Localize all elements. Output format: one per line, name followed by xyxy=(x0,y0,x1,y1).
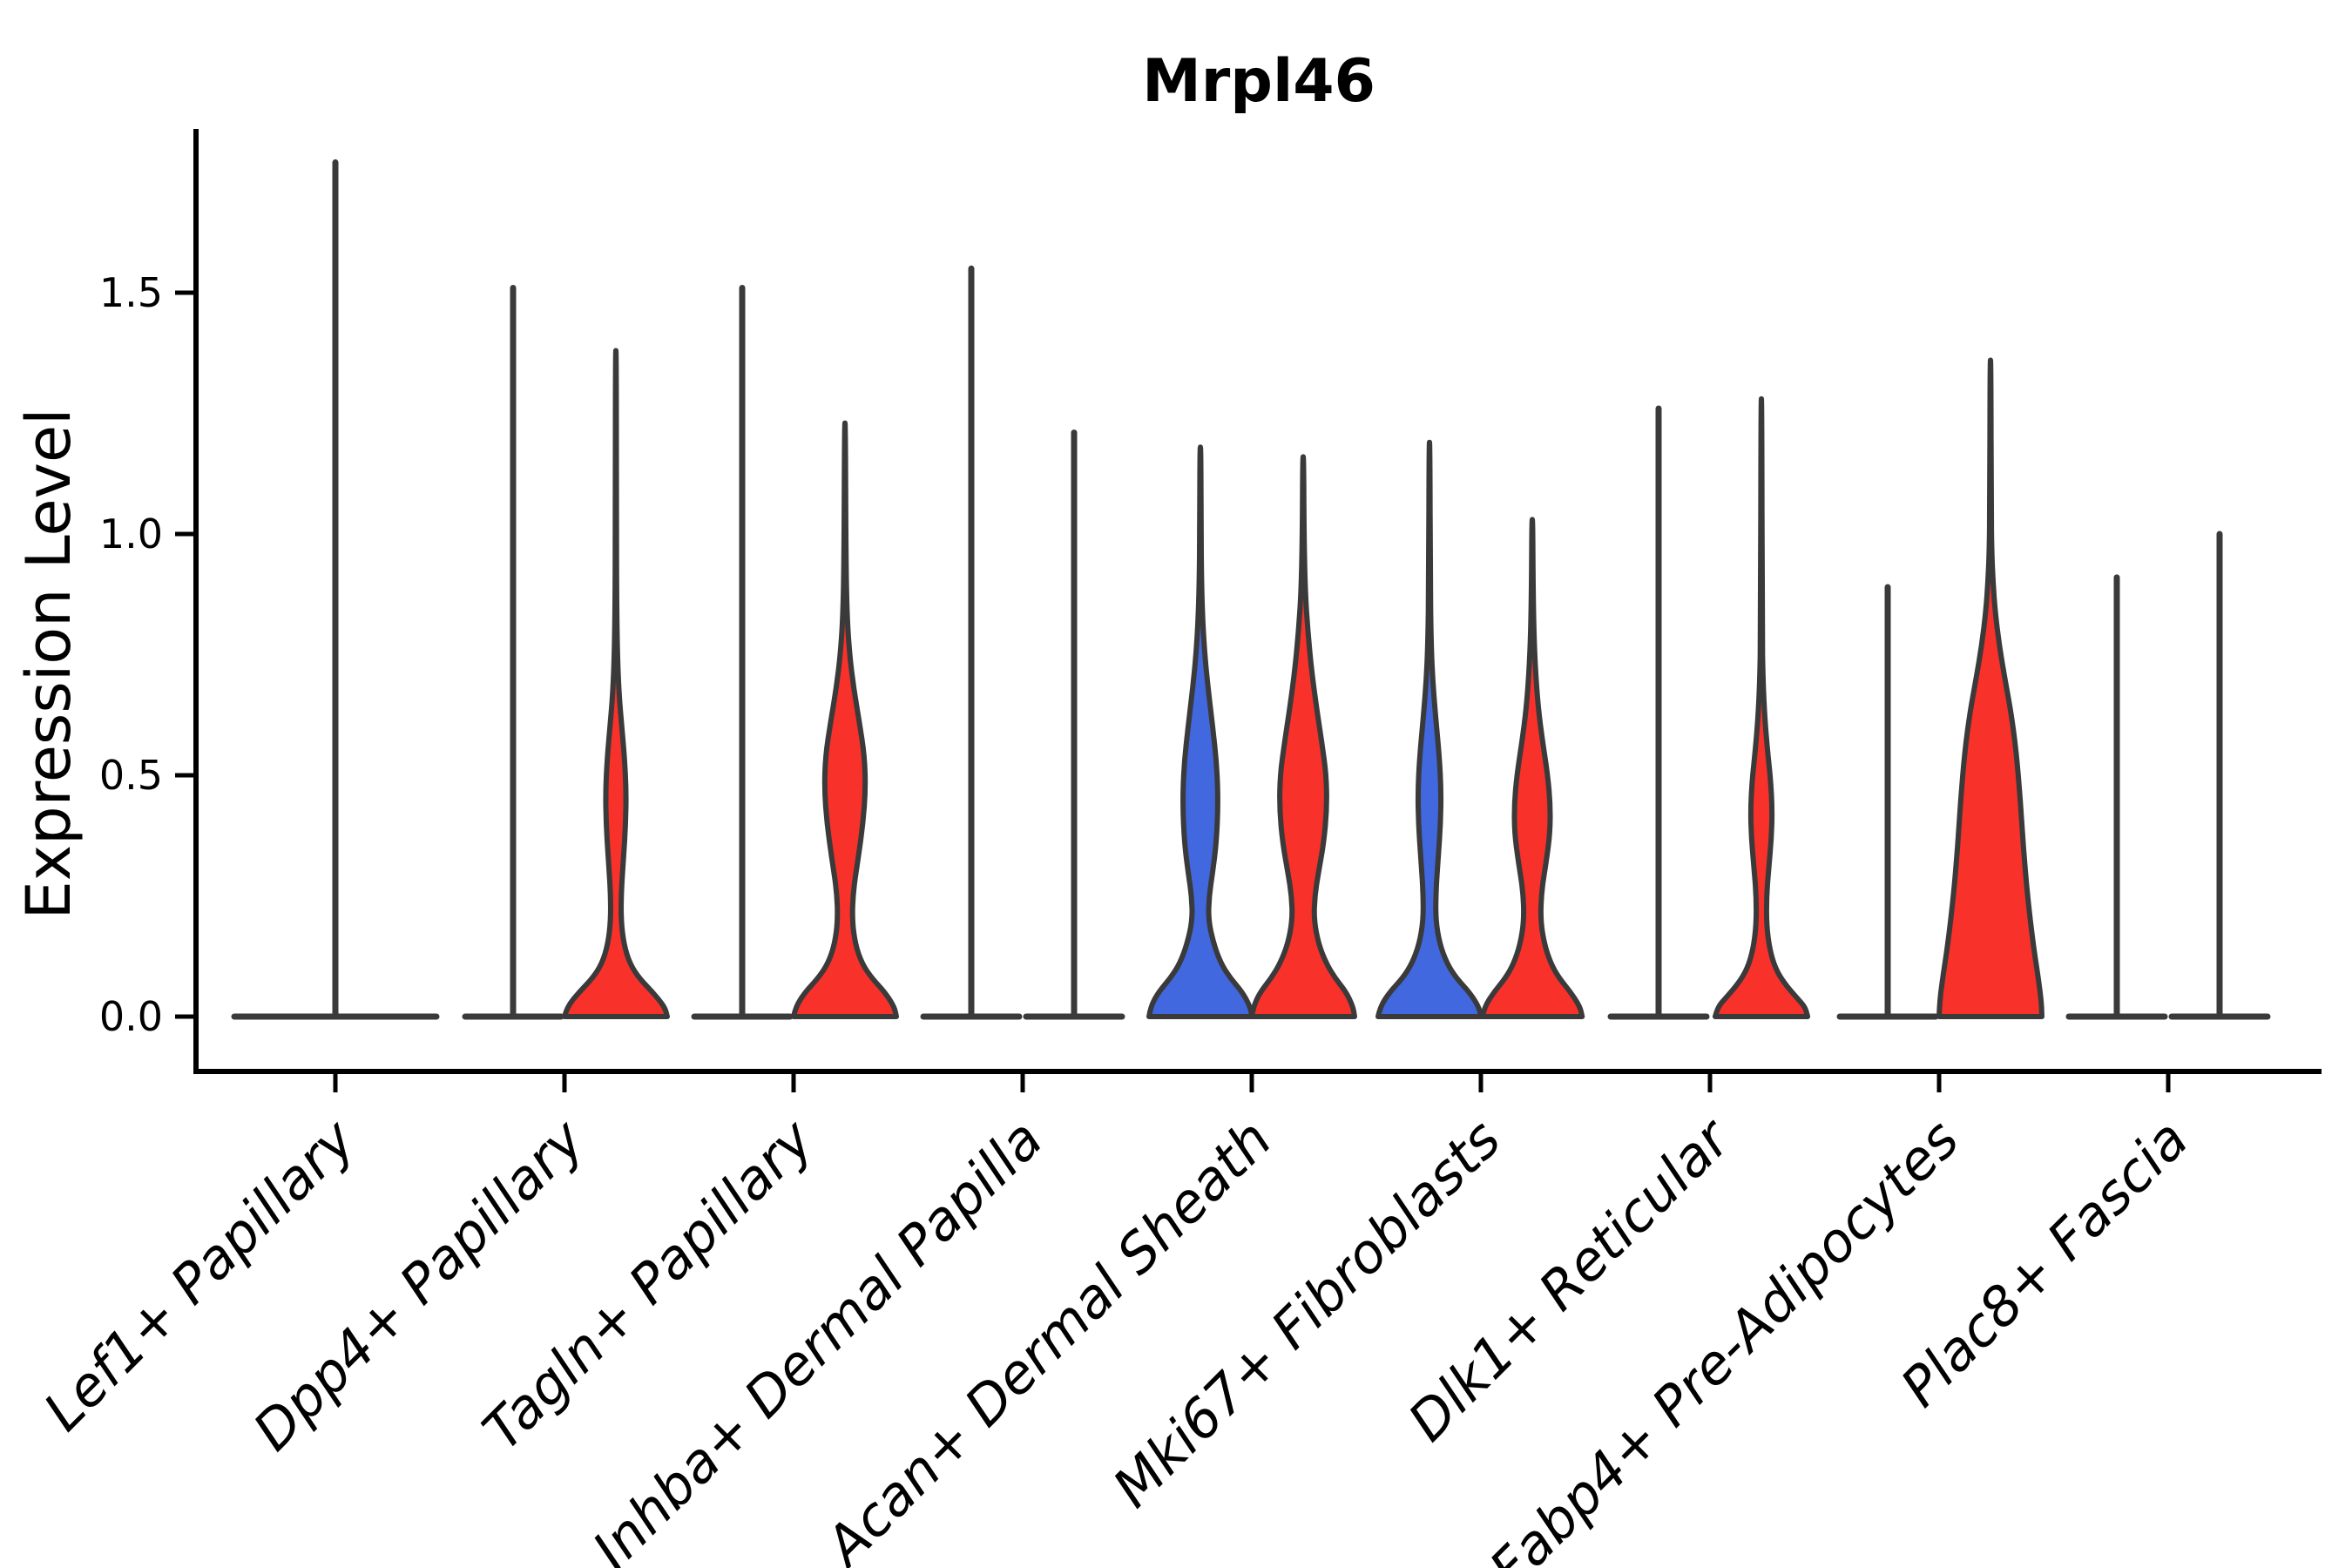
violin xyxy=(791,420,899,1019)
y-axis-label: Expression Level xyxy=(13,408,84,919)
violin xyxy=(1479,517,1585,1019)
y-tick-label: 0.5 xyxy=(99,752,163,799)
violin xyxy=(1712,395,1811,1019)
x-tick-label: Inhba+ Dermal Papilla xyxy=(580,1107,1054,1568)
violin xyxy=(1249,454,1357,1019)
x-tick-label: Acan+ Dermal Sheath xyxy=(811,1107,1284,1568)
violin xyxy=(1146,444,1254,1019)
y-tick-label: 1.5 xyxy=(99,269,163,316)
chart-title: Mrpl46 xyxy=(1142,47,1375,116)
violin xyxy=(562,348,670,1019)
y-tick-label: 0.0 xyxy=(99,993,163,1040)
y-tick-label: 1.0 xyxy=(99,510,163,558)
violin xyxy=(1375,439,1484,1019)
x-tick-label: Mki67+ Fibroblasts xyxy=(1100,1107,1512,1519)
violin xyxy=(1936,357,2044,1019)
